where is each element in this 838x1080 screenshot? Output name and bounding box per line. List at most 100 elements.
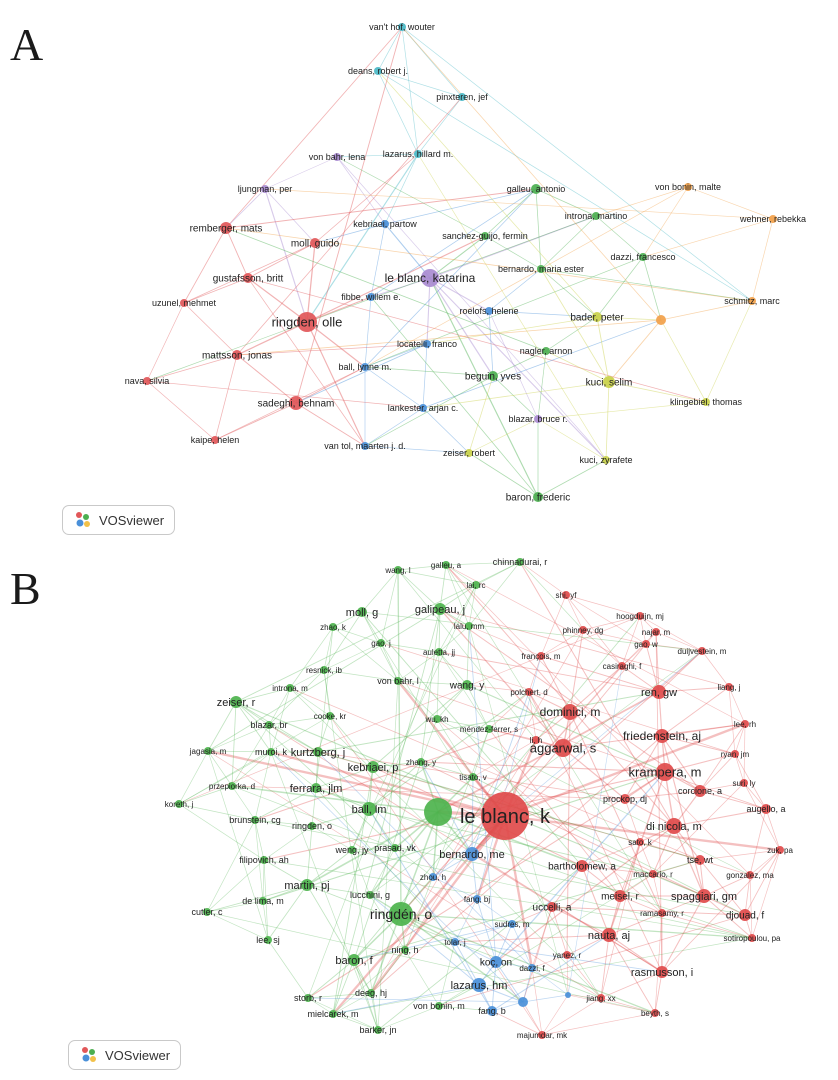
node[interactable]	[597, 994, 605, 1002]
node-label[interactable]: suri, ly	[732, 779, 755, 788]
node-label[interactable]: zeiser, robert	[443, 448, 496, 458]
node-label[interactable]: muroi, k	[255, 747, 288, 757]
node[interactable]	[424, 798, 452, 826]
node-label[interactable]: dazzi, f	[519, 964, 545, 973]
node[interactable]	[435, 1002, 443, 1010]
node[interactable]	[603, 376, 615, 388]
node-label[interactable]: bartholomew, a	[548, 862, 616, 873]
node-label[interactable]: lazarus, hm	[451, 980, 508, 992]
node[interactable]	[481, 232, 489, 240]
node-label[interactable]: moll, guido	[291, 239, 340, 250]
node-label[interactable]: aggarwal, s	[530, 741, 597, 756]
node-label[interactable]: van tol, maarten j. d.	[324, 441, 406, 451]
node[interactable]	[175, 800, 183, 808]
node-label[interactable]: storb, r	[294, 993, 322, 1003]
node[interactable]	[565, 992, 571, 998]
node[interactable]	[538, 1031, 546, 1039]
node-label[interactable]: mielcarek, m	[307, 1009, 358, 1019]
node[interactable]	[739, 909, 751, 921]
node-label[interactable]: kuci, selim	[586, 378, 633, 389]
node[interactable]	[381, 220, 389, 228]
node[interactable]	[259, 897, 267, 905]
node[interactable]	[374, 1026, 382, 1034]
node[interactable]	[666, 818, 682, 834]
node-label[interactable]: zhang, y	[406, 758, 436, 767]
node-label[interactable]: tisato, v	[459, 773, 487, 782]
node-label[interactable]: zuk, pa	[767, 846, 793, 855]
node[interactable]	[488, 371, 498, 381]
node[interactable]	[694, 785, 706, 797]
node-label[interactable]: friedenstein, aj	[623, 729, 701, 743]
node-label[interactable]: kebriaei, p	[348, 762, 399, 774]
node[interactable]	[442, 561, 450, 569]
node-label[interactable]: françois, m	[521, 652, 560, 661]
node[interactable]	[516, 558, 524, 566]
node[interactable]	[391, 844, 399, 852]
node[interactable]	[301, 879, 313, 891]
node-label[interactable]: prockop, dj	[603, 794, 647, 804]
node[interactable]	[394, 566, 402, 574]
node[interactable]	[311, 783, 321, 793]
node-label[interactable]: remberger, mats	[190, 224, 263, 235]
node[interactable]	[776, 846, 784, 854]
node[interactable]	[725, 683, 733, 691]
node-label[interactable]: lucchini, g	[350, 890, 390, 900]
node-label[interactable]: wang, l	[384, 566, 411, 575]
node-label[interactable]: koreth, j	[165, 800, 194, 809]
node-label[interactable]: baron, f	[335, 955, 373, 967]
node[interactable]	[533, 492, 543, 502]
node[interactable]	[698, 647, 706, 655]
node[interactable]	[642, 640, 650, 648]
node-label[interactable]: sanchez-guijo, fermin	[442, 231, 528, 241]
node[interactable]	[655, 729, 669, 743]
node[interactable]	[487, 1006, 497, 1016]
node-label[interactable]: augello, a	[746, 804, 785, 814]
node-label[interactable]: ringdén, o	[370, 906, 432, 922]
node-label[interactable]: duijvestein, m	[678, 647, 727, 656]
node-label[interactable]: pinxteren, jef	[436, 92, 488, 102]
node-label[interactable]: ringden, olle	[272, 315, 343, 330]
node[interactable]	[656, 315, 666, 325]
node-label[interactable]: auletta, jj	[423, 648, 455, 657]
node-label[interactable]: spaggiari, gm	[671, 891, 737, 903]
node-label[interactable]: casiraghi, f	[603, 662, 642, 671]
node[interactable]	[286, 684, 294, 692]
node-label[interactable]: majumdar, mk	[517, 1031, 568, 1040]
node[interactable]	[203, 908, 211, 916]
node-label[interactable]: le blanc, katarina	[385, 271, 476, 285]
node[interactable]	[267, 748, 275, 756]
node-label[interactable]: van't hof, wouter	[369, 22, 435, 32]
node-label[interactable]: chinnadurai, r	[493, 557, 548, 567]
node[interactable]	[366, 891, 374, 899]
node[interactable]	[534, 415, 542, 423]
node-label[interactable]: introna, m	[272, 684, 308, 693]
node[interactable]	[518, 997, 528, 1007]
node-label[interactable]: cutler, c	[191, 907, 223, 917]
node[interactable]	[429, 873, 437, 881]
node[interactable]	[636, 612, 644, 620]
node-label[interactable]: bader, peter	[570, 313, 624, 324]
node[interactable]	[361, 363, 369, 371]
node[interactable]	[458, 93, 466, 101]
node[interactable]	[579, 626, 587, 634]
node[interactable]	[367, 989, 375, 997]
panel-b-vosviewer-badge[interactable]: VOSviewer	[68, 1040, 182, 1070]
node[interactable]	[651, 1009, 659, 1017]
node[interactable]	[308, 822, 316, 830]
node[interactable]	[367, 761, 379, 773]
node-label[interactable]: rasmusson, i	[631, 967, 693, 979]
node[interactable]	[532, 736, 540, 744]
node-label[interactable]: jagasia, m	[189, 747, 227, 756]
node-label[interactable]: lee, sj	[256, 935, 280, 945]
node[interactable]	[260, 856, 268, 864]
node-label[interactable]: li, h	[530, 736, 542, 745]
node-label[interactable]: locatelli, franco	[397, 339, 457, 349]
node-label[interactable]: von bonin, m	[413, 1001, 465, 1011]
node[interactable]	[472, 978, 486, 992]
node-label[interactable]: dominici, m	[540, 705, 601, 719]
node-label[interactable]: zeiser, r	[217, 697, 256, 709]
node[interactable]	[265, 721, 273, 729]
node-label[interactable]: blazar, br	[250, 720, 287, 730]
node-label[interactable]: mattsson, jonas	[202, 351, 272, 362]
node-label[interactable]: lalu, mm	[454, 622, 485, 631]
